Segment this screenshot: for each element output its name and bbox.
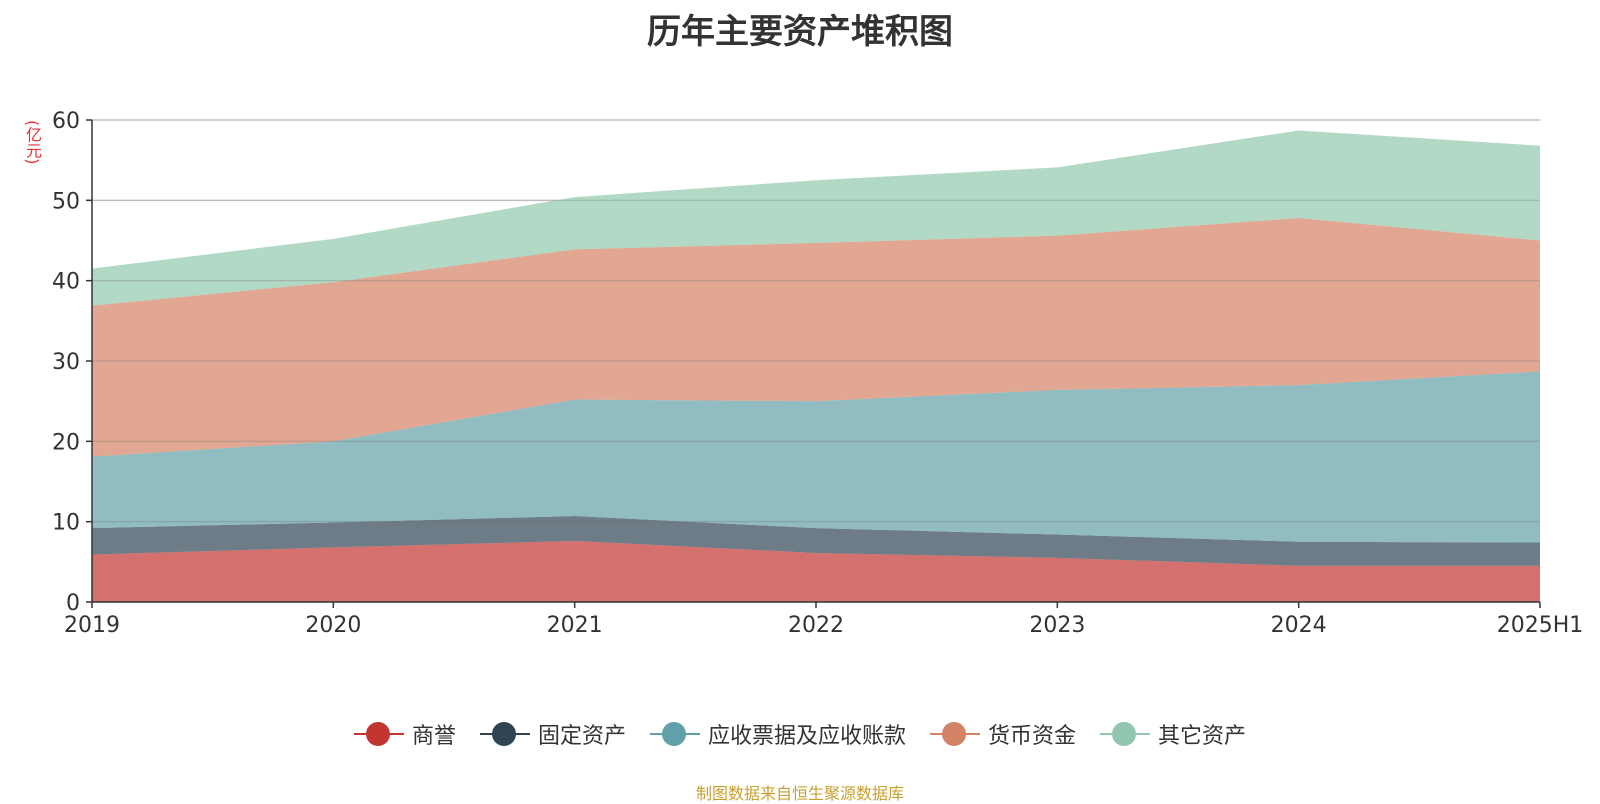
legend-marker-icon xyxy=(353,721,404,747)
y-tick-label: 40 xyxy=(52,270,80,295)
area-series-4 xyxy=(92,130,1540,306)
y-tick-label: 30 xyxy=(52,350,80,375)
y-tick-label: 50 xyxy=(52,189,80,214)
axes: 0 10 20 30 40 50 60 2019 2020 2021 2022 2023 2024 202… xyxy=(52,109,1583,638)
y-tick-label: 20 xyxy=(52,430,80,455)
area-series-3 xyxy=(92,218,1540,457)
legend-item[interactable]: 货币资金 xyxy=(930,718,1076,750)
legend-label: 商誉 xyxy=(411,724,456,749)
legend-label: 货币资金 xyxy=(988,724,1077,749)
legend-item[interactable]: 应收票据及应收账款 xyxy=(649,718,906,750)
source-note: 制图数据来自恒生聚源数据库 xyxy=(695,784,904,803)
legend-marker-icon xyxy=(930,721,980,747)
x-tick-label: 2024 xyxy=(1271,613,1327,638)
x-tick-label: 2023 xyxy=(1029,613,1085,638)
legend-marker-icon xyxy=(1100,721,1151,747)
legend-item[interactable]: 固定资产 xyxy=(479,718,626,750)
y-tick-label: 60 xyxy=(52,109,80,134)
legend-item[interactable]: 商誉 xyxy=(353,718,456,750)
area-series-2 xyxy=(92,371,1540,543)
legend-label: 固定资产 xyxy=(537,724,626,749)
x-tick-label: 2022 xyxy=(788,613,844,638)
area-series-0 xyxy=(92,540,1540,602)
legend-marker-icon xyxy=(479,721,530,747)
area-series xyxy=(92,119,1540,602)
y-tick-label: 0 xyxy=(66,591,80,616)
x-tick-label: 2025H1 xyxy=(1497,613,1584,638)
legend-label: 其它资产 xyxy=(1158,724,1247,749)
y-axis-unit-label: (亿元) xyxy=(23,120,42,165)
area-series-1 xyxy=(92,516,1540,566)
legend: 商誉 固定资产 应收票据及应收账款 货币资金 其它资产 xyxy=(0,718,1600,750)
x-tick-label: 2021 xyxy=(547,613,603,638)
legend-marker-icon xyxy=(649,721,700,747)
legend-label: 应收票据及应收账款 xyxy=(707,724,906,749)
chart-title: 历年主要资产堆积图 xyxy=(647,12,953,52)
y-tick-label: 10 xyxy=(52,511,80,536)
legend-item[interactable]: 其它资产 xyxy=(1100,718,1246,750)
x-tick-label: 2020 xyxy=(305,613,361,638)
x-tick-label: 2019 xyxy=(64,613,120,638)
